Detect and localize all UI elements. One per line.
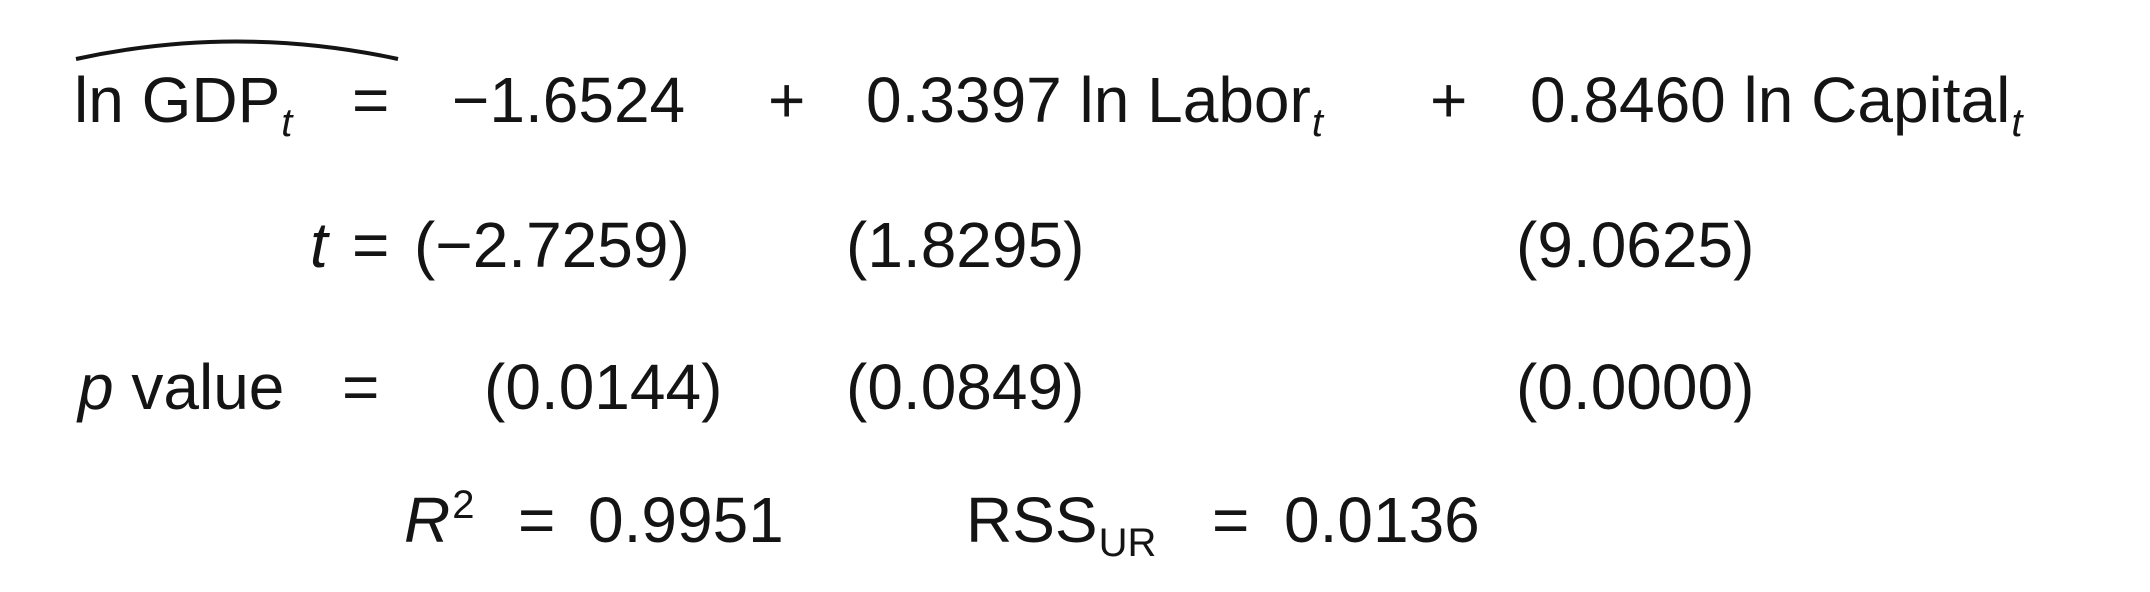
plus-sign-2: + bbox=[1430, 64, 1468, 136]
t-stat-labor: (1.8295) bbox=[846, 209, 1085, 281]
r-squared-equals: = bbox=[518, 484, 556, 556]
capital-variable: ln Capital bbox=[1743, 64, 2011, 136]
p-value-capital: (0.0000) bbox=[1516, 351, 1755, 423]
p-value-label: p value bbox=[78, 355, 284, 419]
p-equals: = bbox=[342, 351, 380, 423]
hat-accent bbox=[75, 39, 399, 61]
p-label-italic: p bbox=[78, 351, 114, 423]
capital-term: 0.8460 ln Capitalt bbox=[1530, 68, 2022, 143]
labor-term: 0.3397 ln Labort bbox=[866, 68, 1323, 143]
capital-subscript: t bbox=[2011, 101, 2023, 145]
r-squared: R2 bbox=[404, 485, 474, 552]
labor-variable: ln Labor bbox=[1079, 64, 1311, 136]
p-value-intercept: (0.0144) bbox=[484, 351, 723, 423]
r-squared-superscript: 2 bbox=[452, 483, 475, 527]
lhs-subscript: t bbox=[281, 101, 293, 145]
rss-ur: RSSUR bbox=[966, 488, 1156, 563]
t-equals: = bbox=[352, 209, 390, 281]
lhs-ln-gdp: ln GDPt bbox=[74, 68, 292, 143]
t-stat-intercept: (−2.7259) bbox=[414, 209, 690, 281]
r-squared-label: R bbox=[404, 484, 451, 556]
labor-coefficient: 0.3397 bbox=[866, 64, 1062, 136]
capital-coefficient: 0.8460 bbox=[1530, 64, 1726, 136]
t-stat-capital: (9.0625) bbox=[1516, 209, 1755, 281]
p-value-labor: (0.0849) bbox=[846, 351, 1085, 423]
rss-equals: = bbox=[1212, 484, 1250, 556]
p-label-rest: value bbox=[131, 351, 285, 423]
rss-subscript: UR bbox=[1098, 521, 1157, 565]
plus-sign-1: + bbox=[768, 64, 806, 136]
rss-value: 0.0136 bbox=[1284, 484, 1480, 556]
lhs-label: ln GDP bbox=[74, 64, 281, 136]
labor-subscript: t bbox=[1311, 101, 1323, 145]
rss-label: RSS bbox=[966, 484, 1098, 556]
r-squared-value: 0.9951 bbox=[588, 484, 784, 556]
t-label: t bbox=[310, 209, 328, 281]
equals-sign: = bbox=[352, 64, 390, 136]
intercept-coefficient: −1.6524 bbox=[452, 64, 686, 136]
